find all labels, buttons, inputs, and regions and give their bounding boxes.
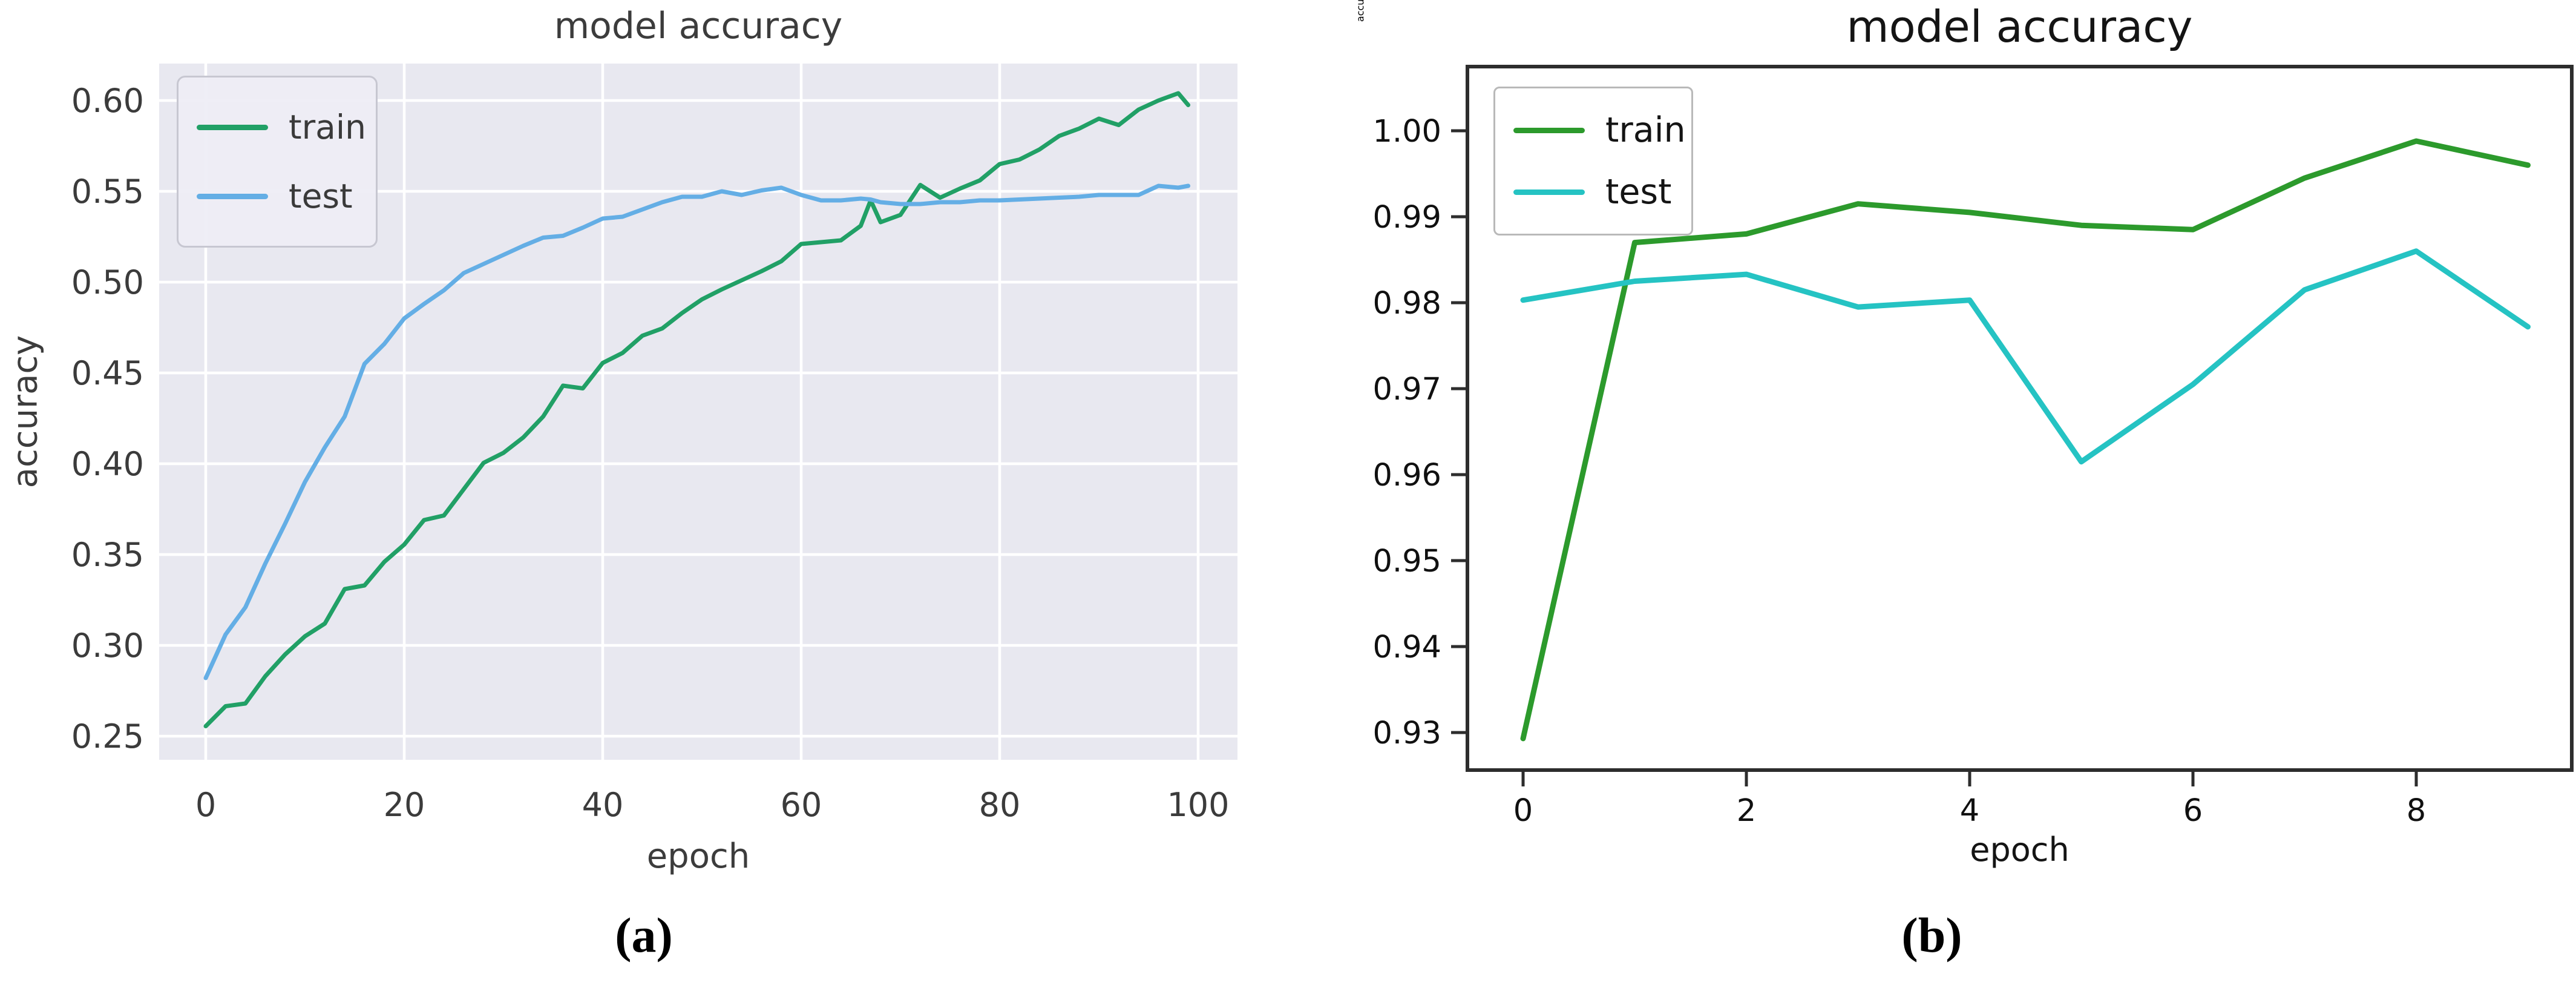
- legend-label-test: test: [1605, 172, 1672, 212]
- svg-text:0.93: 0.93: [1372, 716, 1441, 751]
- figure-b-caption: (b): [1901, 908, 1962, 963]
- svg-text:1.00: 1.00: [1372, 114, 1441, 150]
- figure-a: 0 20 40 60 80 100 0.25 0.30 0.35 0.40 0.45 0.50 0.55…: [5, 5, 1237, 963]
- chart-b-legend: train test: [1493, 87, 1693, 236]
- svg-text:4: 4: [1960, 793, 1979, 829]
- chart-a-legend: train test: [177, 76, 378, 248]
- legend-label-test: test: [289, 177, 353, 216]
- chart-a-ylabel: accuracy: [5, 335, 45, 489]
- svg-text:0.95: 0.95: [1372, 544, 1441, 579]
- legend-entry-train: train: [1513, 110, 1691, 150]
- test-line-swatch: [197, 193, 268, 199]
- svg-text:20: 20: [384, 786, 425, 824]
- svg-text:0.45: 0.45: [71, 354, 144, 392]
- train-line-swatch: [197, 124, 268, 130]
- svg-text:40: 40: [582, 786, 624, 824]
- svg-text:6: 6: [2183, 793, 2203, 829]
- svg-text:60: 60: [781, 786, 822, 824]
- legend-label-train: train: [1605, 110, 1686, 150]
- train-line-swatch: [1513, 127, 1585, 133]
- legend-label-train: train: [289, 108, 367, 147]
- chart-b-canvas: 0 2 4 6 8 0.93 0.94 0.95 0.96 0.97 0.98 0.99 1.00: [1372, 65, 2574, 829]
- legend-entry-test: test: [197, 177, 376, 216]
- svg-text:0.60: 0.60: [71, 82, 144, 120]
- svg-text:0.97: 0.97: [1372, 372, 1441, 407]
- svg-text:0: 0: [1513, 793, 1533, 829]
- svg-text:0.30: 0.30: [71, 627, 144, 665]
- svg-text:0: 0: [195, 786, 216, 824]
- figure-b: 0 2 4 6 8 0.93 0.94 0.95 0.96 0.97 0.98 0.99 1.00 mo…: [1288, 0, 2576, 985]
- chart-b-title: model accuracy: [1846, 1, 2193, 52]
- svg-text:100: 100: [1167, 786, 1229, 824]
- chart-a-canvas: 0 20 40 60 80 100 0.25 0.30 0.35 0.40 0.45 0.50 0.55…: [71, 64, 1237, 824]
- svg-text:2: 2: [1737, 793, 1756, 829]
- svg-text:0.25: 0.25: [71, 717, 144, 756]
- figure-a-caption: (a): [615, 908, 673, 963]
- svg-text:0.99: 0.99: [1372, 200, 1441, 236]
- svg-text:0.98: 0.98: [1372, 286, 1441, 321]
- svg-text:0.94: 0.94: [1372, 630, 1441, 665]
- chart-a-title: model accuracy: [554, 5, 843, 47]
- legend-entry-train: train: [197, 108, 376, 147]
- svg-text:0.40: 0.40: [71, 445, 144, 483]
- chart-a-xlabel: epoch: [646, 837, 750, 876]
- legend-entry-test: test: [1513, 172, 1691, 212]
- chart-b-xlabel: epoch: [1970, 831, 2070, 869]
- svg-text:80: 80: [979, 786, 1021, 824]
- svg-text:0.96: 0.96: [1372, 458, 1441, 493]
- svg-text:0.35: 0.35: [71, 536, 144, 574]
- chart-b-ylabel: accuracy: [1354, 0, 1366, 22]
- svg-text:0.50: 0.50: [71, 263, 144, 301]
- svg-text:8: 8: [2407, 793, 2426, 829]
- svg-text:0.55: 0.55: [71, 173, 144, 211]
- test-line-swatch: [1513, 189, 1585, 195]
